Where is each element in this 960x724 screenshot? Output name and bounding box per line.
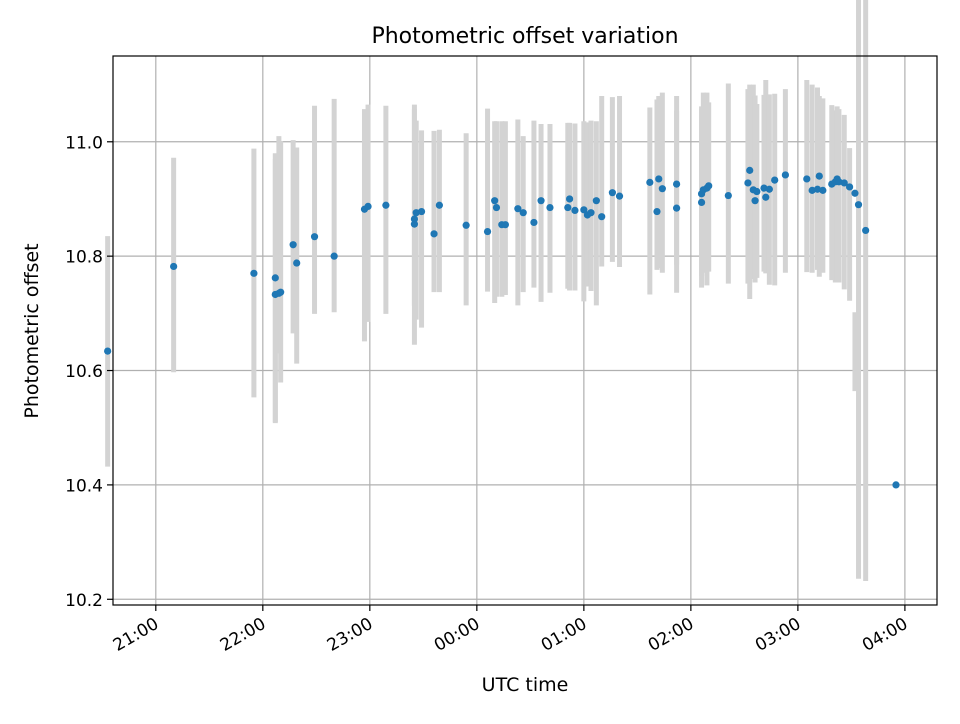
data-point	[587, 209, 595, 217]
data-point	[808, 186, 816, 194]
data-point	[846, 183, 854, 191]
data-point	[819, 186, 827, 194]
data-point	[277, 288, 285, 296]
data-point	[598, 213, 606, 221]
data-point	[751, 197, 759, 205]
data-point	[430, 230, 438, 238]
plot-frame	[112, 55, 938, 606]
x-tick-label: 00:00	[431, 614, 483, 656]
data-point	[615, 192, 624, 200]
y-tick-label: 10.8	[65, 248, 103, 268]
data-point	[289, 241, 297, 249]
data-point	[813, 185, 822, 193]
data-point	[537, 197, 545, 205]
x-tick-label: 04:00	[859, 614, 911, 656]
data-point	[762, 193, 770, 201]
x-tick-label: 22:00	[217, 614, 269, 656]
data-point	[364, 202, 372, 211]
data-point	[435, 201, 443, 209]
data-point	[492, 203, 501, 212]
data-points	[104, 166, 900, 489]
data-point	[746, 166, 754, 174]
data-point	[815, 172, 823, 180]
data-point	[330, 252, 338, 260]
data-point	[580, 206, 588, 214]
data-point	[697, 198, 706, 206]
data-point	[483, 227, 492, 236]
data-point	[673, 180, 681, 188]
data-point	[705, 182, 713, 190]
x-tick-label: 23:00	[324, 614, 376, 656]
data-point	[803, 175, 811, 183]
data-point	[514, 205, 522, 213]
data-point	[571, 206, 579, 215]
data-point	[310, 233, 319, 241]
data-point	[771, 176, 779, 184]
data-point	[835, 178, 843, 186]
data-point	[781, 171, 789, 179]
data-point	[655, 175, 663, 183]
data-point	[104, 347, 112, 355]
x-tick-label: 02:00	[645, 614, 697, 656]
data-point	[854, 201, 863, 209]
data-point	[608, 189, 616, 197]
y-tick-label: 10.6	[65, 362, 103, 382]
x-tick-label: 03:00	[752, 614, 804, 656]
data-point	[271, 274, 279, 282]
data-point	[382, 201, 390, 209]
data-point	[546, 203, 554, 212]
y-tick-label: 10.4	[65, 476, 103, 496]
y-tick-label: 10.2	[65, 591, 103, 611]
data-point	[412, 209, 420, 217]
data-point	[840, 179, 848, 187]
data-point	[410, 220, 419, 228]
data-point	[744, 179, 752, 187]
data-point	[565, 195, 574, 203]
data-point	[462, 221, 470, 229]
data-point	[564, 203, 572, 212]
data-point	[592, 197, 600, 205]
data-point	[410, 215, 419, 223]
data-point	[653, 207, 661, 216]
data-point	[892, 481, 900, 489]
data-point	[646, 178, 654, 186]
data-point	[519, 209, 527, 217]
data-point	[658, 185, 666, 193]
data-point	[765, 185, 773, 193]
data-point	[724, 191, 732, 200]
data-point	[491, 197, 499, 205]
chart-title: Photometric offset variation	[371, 24, 678, 49]
error-bars	[105, 0, 869, 581]
data-point	[501, 221, 509, 229]
data-point	[862, 226, 870, 235]
data-point	[250, 269, 258, 277]
data-point	[170, 262, 178, 271]
x-tick-label: 21:00	[110, 614, 162, 656]
data-point	[753, 187, 761, 196]
x-axis-label: UTC time	[482, 674, 569, 696]
data-point	[673, 204, 681, 212]
data-point	[293, 259, 301, 267]
data-point	[760, 184, 768, 192]
y-tick-label: 11.0	[65, 133, 103, 153]
y-axis-label: Photometric offset	[21, 243, 43, 418]
data-point	[417, 207, 426, 216]
data-point	[530, 218, 538, 227]
x-tick-label: 01:00	[538, 614, 590, 656]
data-point	[851, 189, 859, 197]
